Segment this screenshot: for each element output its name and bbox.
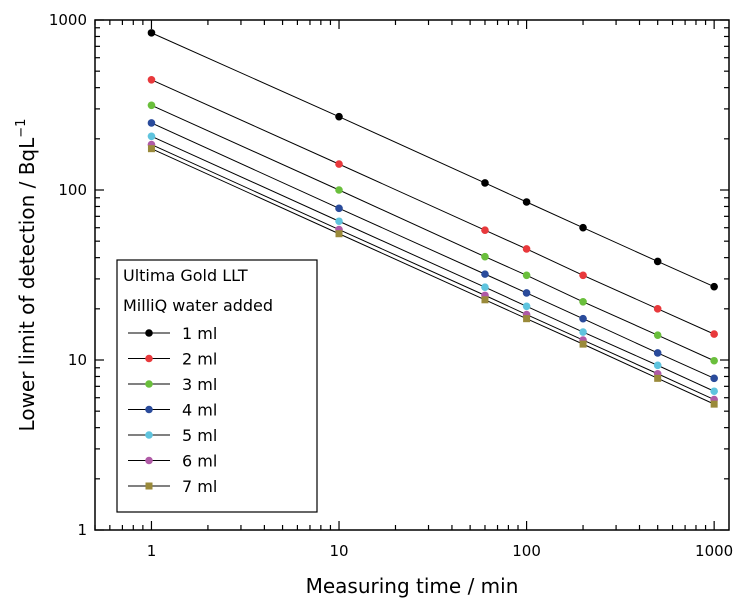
x-tick-label: 10 (329, 542, 348, 560)
data-point (481, 296, 489, 304)
legend-item: 4 ml (128, 401, 217, 420)
y-axis-title: Lower limit of detection / BqL−1 (14, 119, 39, 432)
series-line (151, 32, 715, 288)
data-point (710, 400, 718, 408)
data-point (653, 305, 662, 313)
legend-item: 7 ml (128, 477, 217, 496)
legend-item: 5 ml (128, 426, 217, 445)
data-point (579, 340, 587, 348)
data-point (481, 283, 489, 292)
data-point (653, 257, 662, 266)
data-point (147, 145, 155, 153)
data-point (481, 270, 489, 278)
legend-marker (145, 380, 153, 388)
data-point (481, 226, 489, 235)
legend-label: 5 ml (182, 426, 217, 445)
legend-marker (145, 456, 153, 465)
legend-title-line1: Ultima Gold LLT (123, 266, 248, 285)
axis-ticks: 1 10 100 1000 1 10 100 1000 (49, 11, 733, 560)
series-2 (147, 75, 718, 338)
series-7 (147, 145, 718, 408)
legend-marker (145, 354, 153, 363)
legend-item: 2 ml (128, 350, 217, 369)
legend-label: 7 ml (182, 477, 217, 496)
data-point (335, 217, 343, 226)
legend: Ultima Gold LLT MilliQ water added 1 ml 2… (116, 259, 318, 513)
legend-label: 2 ml (182, 350, 217, 369)
data-point (579, 328, 587, 336)
data-point (579, 297, 587, 306)
data-point (653, 331, 662, 339)
data-point (335, 204, 343, 213)
x-tick-label: 1 (147, 542, 157, 560)
y-tick-label: 10 (68, 351, 87, 369)
series-4 (147, 119, 718, 383)
data-point (522, 289, 531, 297)
data-point (522, 302, 531, 311)
legend-marker (145, 482, 153, 490)
data-point (147, 132, 156, 141)
data-point (335, 160, 343, 168)
x-tick-label: 100 (512, 542, 541, 560)
data-point (523, 315, 531, 323)
legend-item: 6 ml (128, 452, 217, 471)
plot-frame (94, 19, 730, 531)
data-point (522, 198, 531, 206)
data-point (710, 356, 718, 365)
data-point (147, 29, 156, 37)
data-point (147, 101, 156, 110)
legend-label: 3 ml (182, 375, 217, 394)
x-axis-title: Measuring time / min (306, 574, 519, 598)
data-point (147, 75, 156, 84)
y-axis-title-superscript: −1 (14, 119, 29, 138)
data-point (654, 374, 662, 382)
legend-label: 4 ml (182, 401, 217, 420)
data-point (710, 282, 718, 291)
legend-label: 1 ml (182, 324, 217, 343)
data-point (579, 314, 587, 323)
legend-label: 6 ml (182, 452, 217, 471)
data-point (579, 271, 587, 280)
data-point (522, 245, 531, 253)
data-point (335, 186, 343, 194)
legend-item: 3 ml (128, 375, 217, 394)
data-point (481, 252, 489, 261)
data-point (710, 374, 718, 383)
legend-marker (145, 329, 153, 337)
data-point (653, 361, 662, 370)
series-layer (147, 29, 718, 408)
x-tick-label: 1000 (695, 542, 733, 560)
series-1 (147, 29, 718, 291)
legend-marker (145, 431, 153, 439)
data-point (579, 223, 587, 232)
series-3 (147, 101, 718, 365)
legend-item: 1 ml (128, 324, 217, 343)
legend-items: 1 ml 2 ml 3 ml 4 ml 5 ml 6 ml 7 ml (128, 324, 217, 496)
data-point (481, 179, 489, 187)
data-point (710, 330, 718, 338)
data-point (147, 119, 156, 127)
data-point (710, 387, 718, 396)
y-tick-label: 100 (58, 181, 87, 199)
y-axis-title-main: Lower limit of detection / BqL (15, 137, 39, 432)
legend-marker (145, 405, 153, 414)
data-point (335, 112, 343, 121)
series-5 (147, 132, 718, 396)
data-point (335, 230, 343, 238)
y-tick-label: 1000 (49, 11, 87, 29)
data-point (653, 349, 662, 357)
legend-title-line2: MilliQ water added (123, 296, 273, 315)
y-tick-label: 1 (77, 521, 87, 539)
data-point (522, 271, 531, 280)
